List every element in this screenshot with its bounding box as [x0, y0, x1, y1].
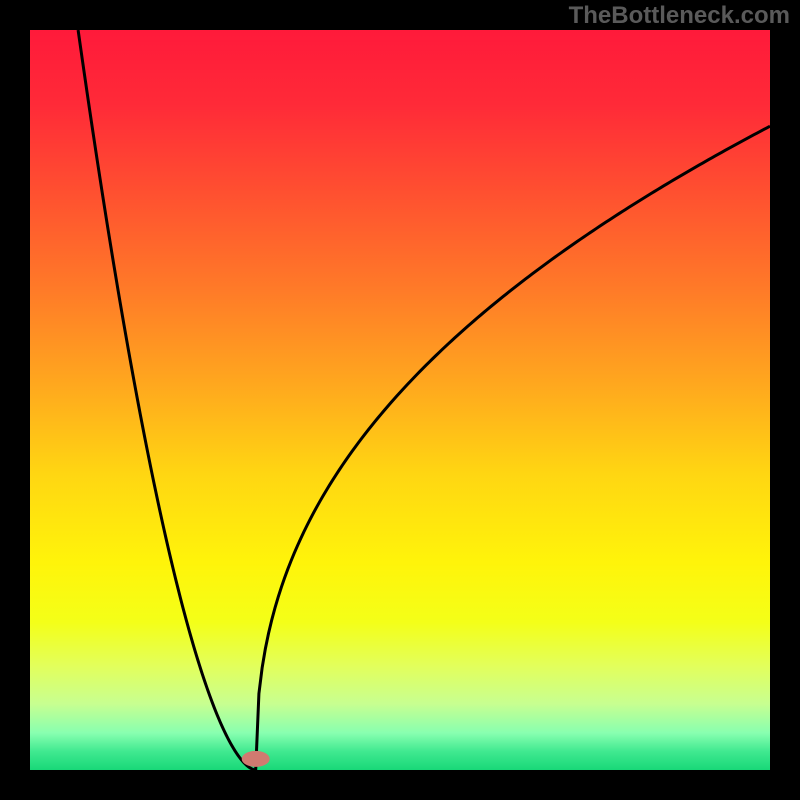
plot-background — [30, 30, 770, 770]
minimum-marker — [242, 751, 270, 767]
chart-svg — [0, 0, 800, 800]
watermark-text: TheBottleneck.com — [569, 2, 790, 30]
chart-container: TheBottleneck.com — [0, 0, 800, 800]
